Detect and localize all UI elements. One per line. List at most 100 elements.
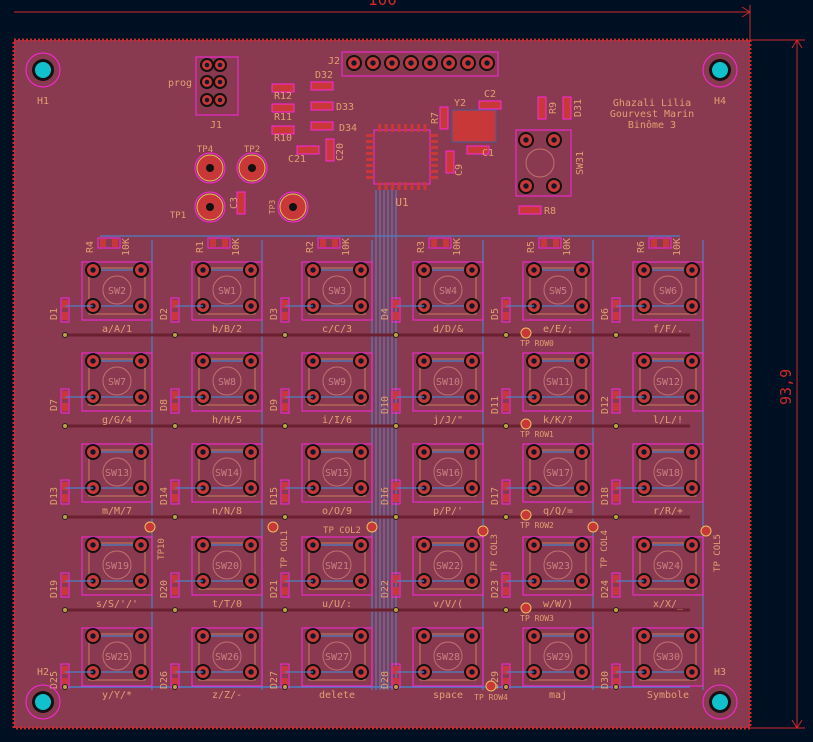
key-switch[interactable]: SW8 h/H/5 D8 — [159, 352, 263, 429]
testpoint-label: TP ROW3 — [520, 614, 554, 623]
testpoint-pad[interactable] — [520, 418, 532, 430]
component-ref: D31 — [573, 99, 584, 117]
resistor-ref: R1 — [195, 241, 206, 253]
testpoint-pad[interactable] — [520, 602, 532, 614]
key-switch[interactable]: SW2 a/A/1 D1 — [49, 261, 153, 338]
diode-pad — [172, 391, 178, 399]
key-switch[interactable]: SW13 m/M/7 D13 — [49, 443, 153, 520]
key-switch[interactable]: SW6 f/F/. D6 — [600, 261, 704, 338]
switch-ref: SW18 — [656, 468, 680, 479]
switch-circle — [102, 550, 132, 580]
sw31-courtyard[interactable] — [515, 129, 572, 197]
column-testpoint[interactable] — [366, 521, 378, 533]
key-switch[interactable]: SW21 u/U/: D21 — [269, 536, 373, 613]
key-switch[interactable]: SW16 p/P/' D16 — [380, 443, 484, 520]
key-switch[interactable]: SW28 space D28 — [380, 627, 484, 701]
key-switch[interactable]: SW22 v/V/(D22 — [380, 536, 484, 613]
diode-pad — [172, 575, 178, 583]
switch-courtyard — [81, 261, 153, 321]
key-switch[interactable]: SW26 z/Z/- D26 — [159, 627, 263, 701]
switch-pad-drill — [469, 303, 475, 309]
via — [172, 514, 178, 520]
switch-circle — [543, 641, 573, 671]
column-testpoint[interactable] — [587, 521, 599, 533]
row-testpoint[interactable]: TP ROW4 — [474, 680, 508, 702]
switch-ref: SW14 — [215, 468, 239, 479]
u1-pin — [430, 140, 438, 143]
diode-pad — [62, 575, 68, 583]
testpoint-pad[interactable] — [520, 327, 532, 339]
diode-pad — [172, 482, 178, 490]
diode-courtyard — [60, 572, 70, 598]
column-testpoint[interactable] — [144, 521, 156, 533]
switch-pad-drill — [248, 358, 254, 364]
testpoint-label: TP COL1 — [280, 530, 290, 568]
key-switch[interactable]: SW23 w/W/) D23 — [490, 536, 594, 613]
key-switch[interactable]: SW14 n/N/8 D14 — [159, 443, 263, 520]
switch-circle — [322, 550, 352, 580]
sw31-pad-drill — [551, 183, 557, 189]
crystal-y2 — [451, 109, 497, 143]
switch-ref: SW22 — [436, 561, 460, 572]
switch-pad-drill — [579, 485, 585, 491]
via — [172, 684, 178, 690]
testpoint-pad[interactable] — [485, 680, 497, 692]
key-label: d/D/& — [433, 324, 463, 335]
column-testpoint[interactable] — [700, 525, 712, 537]
key-switch[interactable]: SW3 c/C/3 D3 — [269, 261, 373, 338]
column-testpoint[interactable] — [477, 525, 489, 537]
diode-courtyard — [280, 572, 290, 598]
key-switch[interactable]: SW17 q/Q/= D17 — [490, 443, 594, 520]
j1-pad-drill — [217, 79, 223, 85]
sw31-pad-drill — [523, 137, 529, 143]
key-switch[interactable]: SW1 b/B/2 D2 — [159, 261, 263, 338]
row-testpoint[interactable]: TP ROW2 — [520, 509, 554, 530]
diode-pad — [613, 482, 619, 490]
testpoint-pad[interactable] — [520, 509, 532, 521]
switch-pad-drill — [248, 633, 254, 639]
diode-ref: D21 — [269, 580, 280, 598]
key-switch[interactable]: SW29 maj D29 — [490, 627, 594, 701]
component-ref: C2 — [484, 89, 496, 100]
row-testpoint[interactable]: TP ROW3 — [520, 602, 554, 623]
key-switch[interactable]: SW27 delete D27 — [269, 627, 373, 701]
key-switch[interactable]: SW7 g/G/4 D7 — [49, 352, 153, 429]
column-testpoint[interactable] — [267, 521, 279, 533]
switch-courtyard — [81, 352, 153, 412]
key-switch[interactable]: SW5 e/E/; D5 — [490, 261, 594, 338]
via — [393, 684, 399, 690]
switch-outline — [308, 633, 366, 681]
key-label: maj — [549, 690, 567, 701]
switch-pad-drill — [579, 669, 585, 675]
key-switch[interactable]: SW25 y/Y/* D25 — [49, 627, 153, 701]
key-switch[interactable]: SW4 d/D/& D4 — [380, 261, 484, 338]
key-switch[interactable]: SW10 j/J/" D10 — [380, 352, 484, 429]
row-testpoint[interactable]: TP ROW0 — [520, 327, 554, 348]
u1-pin — [430, 146, 438, 149]
key-switch[interactable]: SW30 Symbole D30 — [600, 627, 704, 701]
resistor-ref: R6 — [636, 241, 647, 253]
key-switch[interactable]: SW11 k/K/? D11 — [490, 352, 594, 429]
key-switch[interactable]: SW20 t/T/0 D20 — [159, 536, 263, 613]
switch-pad-drill — [689, 542, 695, 548]
switch-pad-drill — [579, 394, 585, 400]
diode-courtyard — [170, 479, 180, 505]
key-label: x/X/_ — [653, 599, 684, 610]
row-testpoint[interactable]: TP ROW1 — [520, 418, 554, 439]
u1-pin — [430, 170, 438, 173]
diode-courtyard — [611, 388, 621, 414]
key-switch[interactable]: SW19 s/S/'/' D19 — [49, 536, 153, 613]
resistor-value: 10K — [562, 238, 573, 256]
key-switch[interactable]: SW18 r/R/+ D18 — [600, 443, 704, 520]
switch-pad-drill — [469, 485, 475, 491]
switch-pad-drill — [579, 542, 585, 548]
key-switch[interactable]: SW24 x/X/_ D24 — [600, 536, 704, 613]
key-switch[interactable]: SW9 i/I/6 D9 — [269, 352, 373, 429]
hole-ref: H3 — [714, 667, 726, 678]
switch-ref: SW12 — [656, 377, 680, 388]
diode-pad — [62, 403, 68, 411]
key-switch[interactable]: SW12 l/L/! D12 — [600, 352, 704, 429]
key-switch[interactable]: SW15 o/O/9 D15 — [269, 443, 373, 520]
via — [503, 514, 509, 520]
